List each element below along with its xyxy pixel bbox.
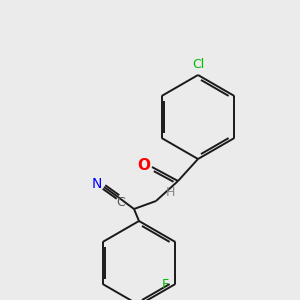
Text: H: H: [165, 185, 175, 199]
Text: C: C: [117, 196, 125, 209]
Text: O: O: [137, 158, 151, 172]
Text: F: F: [162, 278, 169, 290]
Text: Cl: Cl: [192, 58, 204, 71]
Text: N: N: [92, 177, 102, 191]
